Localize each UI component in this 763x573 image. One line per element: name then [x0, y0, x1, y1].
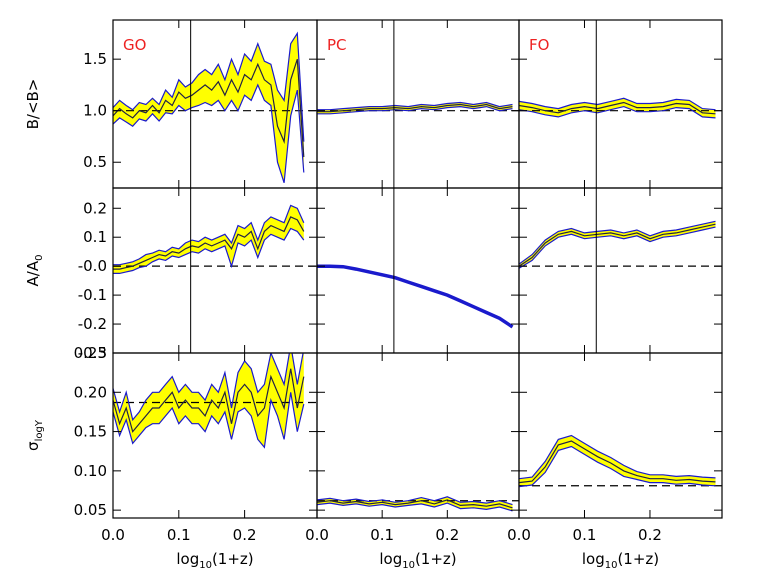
panel-grid: GO PC FO	[112, 19, 723, 519]
panel-frame	[518, 352, 723, 519]
panel-frame	[518, 187, 723, 354]
series-line	[519, 101, 716, 115]
band-upper-line	[113, 353, 304, 422]
y-tick-label: -0.0	[78, 257, 107, 275]
confidence-band	[519, 435, 716, 487]
y-axis-label: A/A0	[24, 255, 45, 287]
y-tick-label: 0.25	[74, 344, 107, 362]
y-tick-label: -0.3	[78, 344, 107, 362]
panel-1-1	[316, 187, 520, 354]
band-lower-line	[113, 392, 305, 449]
x-tick-label: 0.0	[507, 526, 531, 544]
band-upper-line	[113, 31, 305, 142]
axes-labels: 0.5 1.0 1.5 B/<B> -0.3 -0.2 -0.1 -0.0 0.1 0.2 A/A0…	[24, 50, 662, 571]
x-tick-label: 0.2	[233, 526, 257, 544]
y-tick-label: 1.5	[83, 50, 107, 68]
plot-area	[317, 496, 519, 512]
y-tick-label: -0.2	[78, 315, 107, 333]
panel-2-0	[112, 352, 318, 519]
y-tick-label: 0.15	[74, 423, 107, 441]
svg-text:B/<B>: B/<B>	[24, 79, 42, 130]
y-tick-label: 0.1	[83, 228, 107, 246]
band-lower-line	[519, 445, 716, 488]
panel-1-2	[518, 187, 723, 354]
x-tick-label: 0.0	[305, 526, 329, 544]
x-tick-label: 0.2	[435, 526, 459, 544]
y-tick-label: 0.10	[74, 462, 107, 480]
plot-area	[317, 188, 514, 353]
panel-frame	[316, 187, 520, 354]
band-lower-line	[317, 105, 513, 115]
y-tick-label: -0.1	[78, 286, 107, 304]
y-tick-label: 0.20	[74, 383, 107, 401]
y-axis-label: σlogY	[24, 419, 45, 451]
band-lower-line	[113, 83, 305, 183]
plot-area	[519, 434, 722, 488]
series-line	[317, 103, 513, 113]
x-tick-label: 0.2	[638, 526, 662, 544]
svg-text:σlogY: σlogY	[24, 419, 45, 451]
band-upper-line	[113, 204, 305, 266]
series-line	[113, 59, 305, 158]
series-line	[317, 499, 513, 509]
y-tick-label: 1.0	[83, 102, 107, 120]
series-line	[519, 440, 716, 484]
band-upper-line	[519, 97, 716, 111]
band-lower-line	[519, 226, 716, 269]
panel-frame	[112, 187, 318, 354]
plot-area	[113, 353, 317, 449]
panel-label-pc: PC	[327, 36, 347, 54]
y-axis-label: B/<B>	[24, 79, 42, 130]
band-upper-line	[519, 434, 716, 480]
series-line	[519, 223, 716, 267]
panel-1-0	[112, 187, 318, 354]
confidence-band	[113, 205, 304, 274]
y-tick-label: 0.2	[83, 199, 107, 217]
series-line	[317, 264, 514, 329]
x-tick-label: 0.0	[101, 526, 125, 544]
series-line	[113, 368, 305, 433]
plot-area	[317, 20, 519, 188]
plot-area	[113, 188, 317, 353]
x-axis-label: log10(1+z)	[176, 550, 253, 571]
panel-2-2	[518, 352, 723, 519]
y-tick-label: 0.5	[83, 153, 107, 171]
band-lower-line	[317, 502, 513, 512]
panel-frame	[316, 352, 520, 519]
band-lower-line	[113, 227, 305, 274]
band-upper-line	[317, 101, 513, 111]
x-tick-label: 0.1	[167, 526, 191, 544]
band-lower-line	[519, 105, 716, 119]
confidence-band	[113, 353, 304, 448]
panel-0-2: FO	[518, 19, 723, 189]
plot-area	[519, 20, 722, 188]
confidence-band	[519, 221, 716, 269]
panel-label-fo: FO	[529, 36, 549, 54]
band-upper-line	[519, 220, 716, 265]
svg-text:A/A0: A/A0	[24, 255, 45, 287]
plot-area	[113, 20, 317, 188]
panel-0-1: PC	[316, 19, 520, 189]
band-upper-line	[317, 496, 513, 506]
panel-label-go: GO	[123, 36, 146, 54]
confidence-band	[113, 33, 304, 183]
panel-0-0: GO	[112, 19, 318, 189]
confidence-band	[317, 265, 513, 328]
confidence-band	[317, 496, 513, 511]
plot-area	[519, 188, 722, 353]
y-tick-label: 0.05	[74, 501, 107, 519]
x-axis-label: log10(1+z)	[582, 550, 659, 571]
x-tick-label: 0.1	[573, 526, 597, 544]
x-axis-label: log10(1+z)	[379, 550, 456, 571]
panel-2-1	[316, 352, 520, 519]
x-tick-label: 0.1	[370, 526, 394, 544]
series-line	[113, 216, 305, 270]
